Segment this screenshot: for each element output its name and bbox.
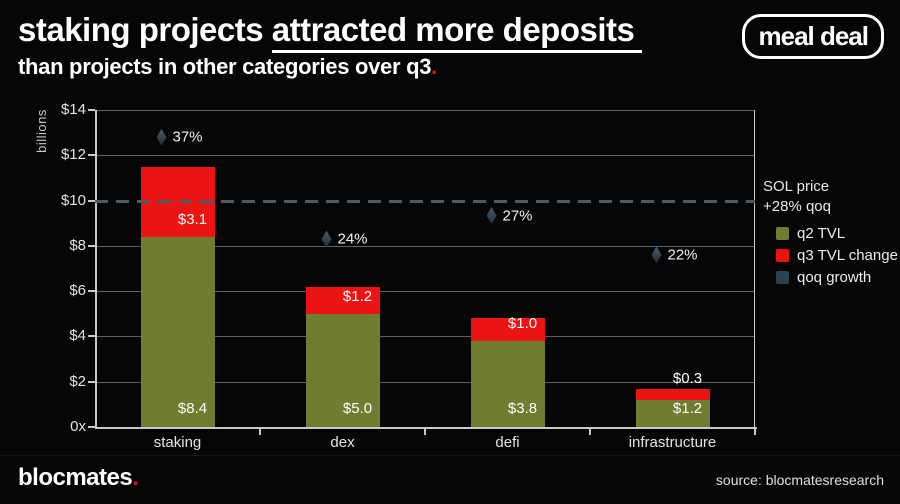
sol-ref-line <box>95 199 755 203</box>
y-tick-label: $8 <box>69 236 86 254</box>
legend-row: qoq growth <box>776 266 898 288</box>
source-credit: source: blocmatesresearch <box>715 472 884 488</box>
qoq-percent-label: 22% <box>667 246 698 264</box>
meal-deal-logo: meal deal <box>742 14 884 59</box>
qoq-marker-group: 24% <box>321 230 368 248</box>
legend-label: qoq growth <box>797 268 872 286</box>
axis-right <box>754 110 755 427</box>
qoq-marker-group: 37% <box>156 128 203 146</box>
chart-legend: q2 TVL q3 TVL change qoq growth <box>776 222 898 288</box>
header: staking projects attracted more deposits… <box>18 10 643 80</box>
qoq-marker-group: 27% <box>486 207 533 225</box>
y-tick-label: $14 <box>60 101 86 118</box>
qoq-diamond-icon <box>156 128 167 146</box>
bar-q2-segment <box>635 399 710 427</box>
x-category-label: staking <box>153 434 202 451</box>
x-axis-tick <box>754 427 756 435</box>
y-gridline <box>95 155 755 157</box>
page-subtitle: than projects in other categories over q… <box>18 54 642 80</box>
bar-q3-segment <box>635 388 710 400</box>
footer-divider <box>0 455 900 456</box>
bar-q3-segment <box>305 286 380 314</box>
axis-bottom <box>95 427 757 429</box>
legend-swatch <box>776 248 789 262</box>
bar-q2-value-label: $5.0 <box>342 400 373 417</box>
title-plain-text: staking projects <box>18 11 272 48</box>
sol-ref-label: SOL price +28% qoq <box>763 177 831 215</box>
brand-accent-period: . <box>132 464 139 491</box>
axis-left <box>95 110 97 427</box>
y-tick-label: $6 <box>69 282 86 300</box>
bar-q2-value-label: $3.8 <box>507 400 538 417</box>
x-category-label: infrastructure <box>628 434 717 451</box>
bar-q3-value-label: $0.3 <box>672 369 703 387</box>
qoq-diamond-icon <box>486 207 497 225</box>
y-tick-label: $4 <box>69 327 86 345</box>
qoq-percent-label: 27% <box>502 207 533 225</box>
y-axis-tick <box>88 244 95 247</box>
brand-logo: blocmates. <box>18 464 139 492</box>
qoq-marker-group: 22% <box>651 246 698 264</box>
legend-swatch <box>776 270 789 284</box>
y-axis-tick <box>88 109 95 111</box>
bar-q3-value-label: $1.0 <box>507 314 538 332</box>
qoq-percent-label: 37% <box>172 128 203 146</box>
y-gridline <box>95 110 755 111</box>
bar-q3-segment <box>470 318 545 341</box>
y-axis-tick <box>88 380 95 383</box>
y-axis-tick <box>88 154 95 157</box>
page-title: staking projects attracted more deposits <box>18 10 643 53</box>
y-gridline <box>95 245 755 247</box>
y-axis-title: billions <box>33 109 49 153</box>
y-tick-label: $12 <box>60 146 86 164</box>
legend-label: q3 TVL change <box>797 246 898 264</box>
y-tick-label: $2 <box>69 372 86 390</box>
qoq-diamond-icon <box>321 230 332 248</box>
qoq-diamond-icon <box>651 246 662 264</box>
x-category-label: dex <box>330 434 355 451</box>
y-axis-tick <box>88 199 95 202</box>
legend-row: q2 TVL <box>776 222 898 244</box>
y-axis-tick <box>88 426 95 428</box>
x-axis-tick <box>589 427 591 435</box>
x-axis-tick <box>259 427 261 435</box>
x-axis-tick <box>424 427 426 435</box>
legend-swatch <box>776 226 789 240</box>
title-underlined-text: attracted more deposits <box>271 11 643 53</box>
bar-q3-value-label: $3.1 <box>177 210 208 228</box>
y-gridline <box>95 336 755 338</box>
bar-q2-segment <box>140 236 215 427</box>
brand-text: blocmates <box>18 464 133 491</box>
y-gridline <box>95 381 755 383</box>
bar-q3-value-label: $1.2 <box>342 287 373 305</box>
bar-q2-segment <box>470 340 545 427</box>
legend-label: q2 TVL <box>797 224 846 242</box>
subtitle-accent-period: . <box>431 54 437 79</box>
x-category-label: defi <box>495 434 520 451</box>
y-axis-tick <box>88 335 95 338</box>
qoq-percent-label: 24% <box>337 230 368 248</box>
y-gridline <box>95 291 755 293</box>
y-axis-tick <box>88 290 95 293</box>
legend-row: q3 TVL change <box>776 244 898 266</box>
bar-q2-segment <box>305 313 380 427</box>
subtitle-text: than projects in other categories over q… <box>18 54 432 79</box>
bar-q2-value-label: $1.2 <box>672 400 703 417</box>
bar-q2-value-label: $8.4 <box>177 400 208 417</box>
y-tick-label: 0x <box>70 418 86 435</box>
y-tick-label: $10 <box>60 191 86 209</box>
